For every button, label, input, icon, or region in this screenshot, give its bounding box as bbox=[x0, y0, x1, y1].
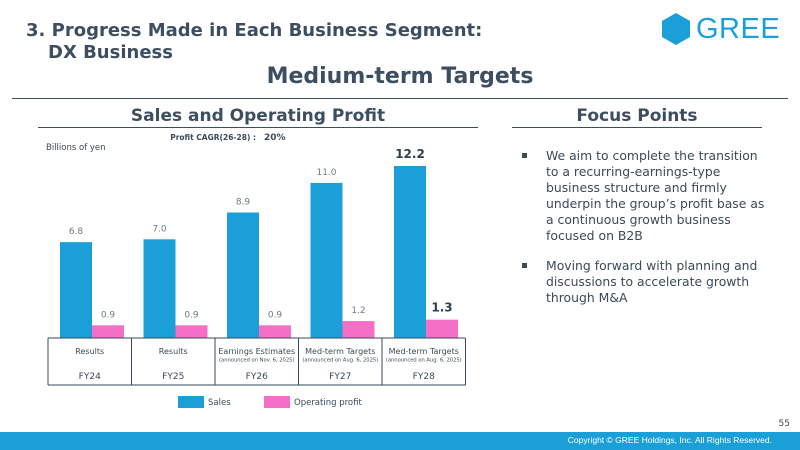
gree-logo-icon bbox=[662, 13, 690, 45]
sales-value-label: 8.9 bbox=[236, 198, 251, 208]
legend-profit-label: Operating profit bbox=[294, 398, 362, 408]
category-type-label: Results bbox=[75, 347, 104, 356]
category-type-label: Med-term Targets bbox=[389, 347, 459, 356]
focus-panel-divider bbox=[512, 127, 762, 128]
sales-bar bbox=[60, 242, 92, 338]
focus-point-text: Moving forward with planning and discuss… bbox=[546, 258, 758, 305]
sales-bar bbox=[227, 212, 259, 338]
sales-value-label: 6.8 bbox=[69, 227, 84, 237]
sales-bar bbox=[394, 166, 426, 338]
section-title-line2: DX Business bbox=[48, 42, 173, 63]
chart-panel-title: Sales and Operating Profit bbox=[130, 106, 386, 126]
legend-profit-swatch bbox=[264, 396, 290, 408]
sales-bar bbox=[310, 182, 343, 338]
logo-text: GREE bbox=[696, 13, 781, 45]
category-note-label: (announced on Aug. 6, 2025) bbox=[302, 358, 378, 364]
profit-value-label: 1.2 bbox=[351, 306, 365, 316]
copyright-text: Copyright © GREE Holdings, Inc. All Righ… bbox=[567, 435, 772, 445]
page-number: 55 bbox=[778, 419, 790, 429]
footer-bar bbox=[0, 432, 800, 450]
profit-bar bbox=[175, 325, 208, 338]
legend-sales-label: Sales bbox=[208, 398, 231, 408]
chart-bars: 6.8 0.9 7.0 0.9 8.9 0.9 11.0 1.2 12.2 1.3 bbox=[60, 147, 458, 338]
profit-bar bbox=[426, 319, 458, 338]
square-bullet-icon bbox=[522, 153, 527, 158]
focus-point-text: We aim to complete the transition to a r… bbox=[546, 148, 765, 243]
sales-value-label: 12.2 bbox=[395, 147, 425, 161]
profit-bar bbox=[92, 325, 124, 338]
square-bullet-icon bbox=[522, 263, 527, 268]
category-type-label: Results bbox=[159, 347, 188, 356]
main-heading: Medium-term Targets bbox=[266, 64, 534, 89]
profit-bar bbox=[342, 321, 375, 338]
sales-value-label: 11.0 bbox=[316, 168, 336, 178]
category-type-label: Med-term Targets bbox=[305, 347, 375, 356]
sales-value-label: 7.0 bbox=[152, 224, 167, 234]
sales-profit-bar-chart: Billions of yen Profit CAGR(26-28) : 20%… bbox=[46, 133, 466, 408]
sales-bar bbox=[143, 239, 176, 338]
category-year-label: FY24 bbox=[79, 372, 101, 382]
profit-value-label: 1.3 bbox=[431, 301, 452, 315]
heading-divider bbox=[12, 98, 788, 99]
category-note-label: (announced on Aug. 6, 2025) bbox=[386, 358, 462, 364]
chart-unit-label: Billions of yen bbox=[46, 143, 106, 153]
category-table: Results FY24 Results FY25 Earnings Estimates… bbox=[47, 337, 466, 386]
focus-point: We aim to complete the transition to a r… bbox=[522, 148, 772, 244]
chart-panel-divider bbox=[38, 127, 478, 128]
focus-points-list: We aim to complete the transition to a r… bbox=[522, 148, 772, 320]
profit-value-label: 0.9 bbox=[101, 310, 116, 320]
cagr-label: Profit CAGR(26-28) : bbox=[170, 133, 256, 142]
section-title-line1: 3. Progress Made in Each Business Segmen… bbox=[26, 20, 483, 41]
focus-panel-title: Focus Points bbox=[576, 106, 698, 126]
category-year-label: FY26 bbox=[246, 372, 268, 382]
category-year-label: FY27 bbox=[329, 372, 351, 382]
category-year-label: FY28 bbox=[413, 372, 435, 382]
profit-value-label: 0.9 bbox=[268, 310, 283, 320]
category-note-label: (announced on Nov. 6, 2025) bbox=[219, 358, 294, 364]
cagr-value: 20% bbox=[264, 133, 286, 143]
focus-point: Moving forward with planning and discuss… bbox=[522, 258, 772, 306]
profit-value-label: 0.9 bbox=[184, 310, 199, 320]
legend-sales-swatch bbox=[178, 396, 204, 408]
section-title: 3. Progress Made in Each Business Segmen… bbox=[26, 20, 482, 64]
category-year-label: FY25 bbox=[162, 372, 184, 382]
profit-bar bbox=[259, 325, 291, 338]
chart-legend: Sales Operating profit bbox=[178, 396, 362, 408]
category-type-label: Earnings Estimates bbox=[218, 347, 295, 356]
